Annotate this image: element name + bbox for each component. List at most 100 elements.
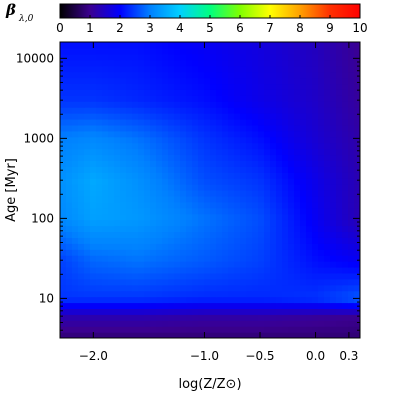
heatmap-cell bbox=[258, 249, 265, 256]
heatmap-cell bbox=[330, 107, 337, 114]
heatmap-cell bbox=[72, 59, 79, 67]
heatmap-cell bbox=[120, 160, 127, 167]
heatmap-cell bbox=[180, 95, 187, 102]
heatmap-cell bbox=[306, 290, 313, 298]
heatmap-cell bbox=[228, 124, 235, 132]
heatmap-cell bbox=[216, 71, 223, 79]
heatmap-cell bbox=[342, 166, 349, 173]
heatmap-cell bbox=[168, 154, 175, 161]
heatmap-cell bbox=[294, 53, 301, 61]
heatmap-cell bbox=[306, 166, 313, 173]
heatmap-cell bbox=[204, 213, 211, 221]
heatmap-cell bbox=[264, 53, 271, 61]
heatmap-cell bbox=[294, 184, 301, 191]
heatmap-cell bbox=[114, 59, 121, 67]
heatmap-cell bbox=[264, 284, 271, 292]
heatmap-cell bbox=[168, 278, 175, 286]
heatmap-cell bbox=[246, 326, 253, 333]
heatmap-cell bbox=[90, 65, 97, 73]
heatmap-cell bbox=[336, 266, 343, 274]
heatmap-cell bbox=[96, 160, 103, 167]
heatmap-cell bbox=[108, 124, 115, 132]
heatmap-cell bbox=[240, 130, 247, 138]
heatmap-cell bbox=[210, 59, 217, 67]
heatmap-cell bbox=[270, 101, 277, 108]
heatmap-cell bbox=[102, 118, 109, 126]
heatmap-cell bbox=[300, 225, 307, 233]
heatmap-cell bbox=[162, 308, 169, 315]
heatmap-cell bbox=[60, 201, 67, 209]
heatmap-cell bbox=[78, 83, 85, 90]
heatmap-cell bbox=[162, 266, 169, 274]
heatmap-cell bbox=[108, 89, 115, 96]
heatmap-cell bbox=[252, 130, 259, 138]
heatmap-cell bbox=[90, 320, 97, 327]
heatmap-cell bbox=[198, 83, 205, 90]
heatmap-cell bbox=[246, 47, 253, 55]
heatmap-cell bbox=[282, 77, 289, 85]
heatmap-cell bbox=[228, 320, 235, 327]
heatmap-cell bbox=[342, 83, 349, 90]
heatmap-cell bbox=[192, 326, 199, 333]
heatmap-cell bbox=[162, 243, 169, 250]
heatmap-cell bbox=[84, 130, 91, 138]
heatmap-cell bbox=[234, 314, 241, 321]
heatmap-cell bbox=[84, 296, 91, 304]
heatmap-cell bbox=[312, 101, 319, 108]
heatmap-cell bbox=[150, 213, 157, 221]
heatmap-cell bbox=[216, 47, 223, 55]
heatmap-cell bbox=[306, 201, 313, 209]
heatmap-cell bbox=[204, 243, 211, 250]
heatmap-cell bbox=[342, 124, 349, 132]
heatmap-cell bbox=[180, 278, 187, 286]
heatmap-cell bbox=[324, 231, 331, 238]
heatmap-cell bbox=[234, 89, 241, 96]
heatmap-cell bbox=[216, 219, 223, 227]
heatmap-cell bbox=[240, 118, 247, 126]
heatmap-cell bbox=[216, 130, 223, 138]
heatmap-cell bbox=[324, 166, 331, 173]
heatmap-cell bbox=[126, 290, 133, 298]
heatmap-cell bbox=[330, 231, 337, 238]
heatmap-cell bbox=[234, 160, 241, 167]
heatmap-cell bbox=[114, 320, 121, 327]
heatmap-cell bbox=[84, 320, 91, 327]
heatmap-cell bbox=[192, 101, 199, 108]
heatmap-cell bbox=[78, 243, 85, 250]
heatmap-cell bbox=[168, 53, 175, 61]
heatmap-cell bbox=[300, 266, 307, 274]
heatmap-cell bbox=[180, 308, 187, 315]
heatmap-cell bbox=[270, 266, 277, 274]
heatmap-cell bbox=[246, 296, 253, 304]
heatmap-cell bbox=[246, 65, 253, 73]
heatmap-cell bbox=[342, 184, 349, 191]
heatmap-cell bbox=[120, 190, 127, 197]
heatmap-cell bbox=[150, 190, 157, 197]
heatmap-cell bbox=[258, 124, 265, 132]
heatmap-cell bbox=[288, 42, 295, 49]
heatmap-cell bbox=[246, 249, 253, 256]
heatmap-cell bbox=[156, 178, 163, 185]
heatmap-cell bbox=[90, 308, 97, 315]
heatmap-cell bbox=[108, 266, 115, 274]
heatmap-cell bbox=[330, 154, 337, 161]
heatmap-cell bbox=[198, 65, 205, 73]
heatmap-cell bbox=[210, 278, 217, 286]
heatmap-cell bbox=[258, 290, 265, 298]
heatmap-cell bbox=[78, 320, 85, 327]
heatmap-cell bbox=[246, 243, 253, 250]
heatmap-cell bbox=[228, 201, 235, 209]
heatmap-cell bbox=[318, 142, 325, 150]
heatmap-cell bbox=[312, 166, 319, 173]
heatmap-cell bbox=[228, 172, 235, 179]
heatmap-cell bbox=[276, 107, 283, 114]
y-tick-label: 100 bbox=[31, 211, 54, 225]
heatmap-cell bbox=[204, 219, 211, 227]
heatmap-cell bbox=[240, 314, 247, 321]
heatmap-cell bbox=[156, 255, 163, 262]
heatmap-cell bbox=[288, 166, 295, 173]
heatmap-cell bbox=[150, 290, 157, 298]
heatmap-cell bbox=[108, 59, 115, 67]
heatmap-cell bbox=[264, 172, 271, 179]
heatmap-cell bbox=[342, 160, 349, 167]
